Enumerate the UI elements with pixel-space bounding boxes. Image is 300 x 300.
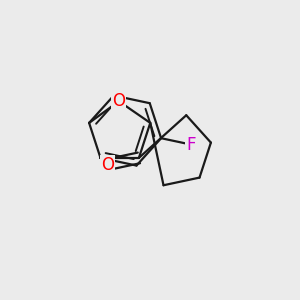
- Text: O: O: [101, 156, 114, 174]
- Text: O: O: [112, 92, 125, 110]
- Text: F: F: [186, 136, 196, 154]
